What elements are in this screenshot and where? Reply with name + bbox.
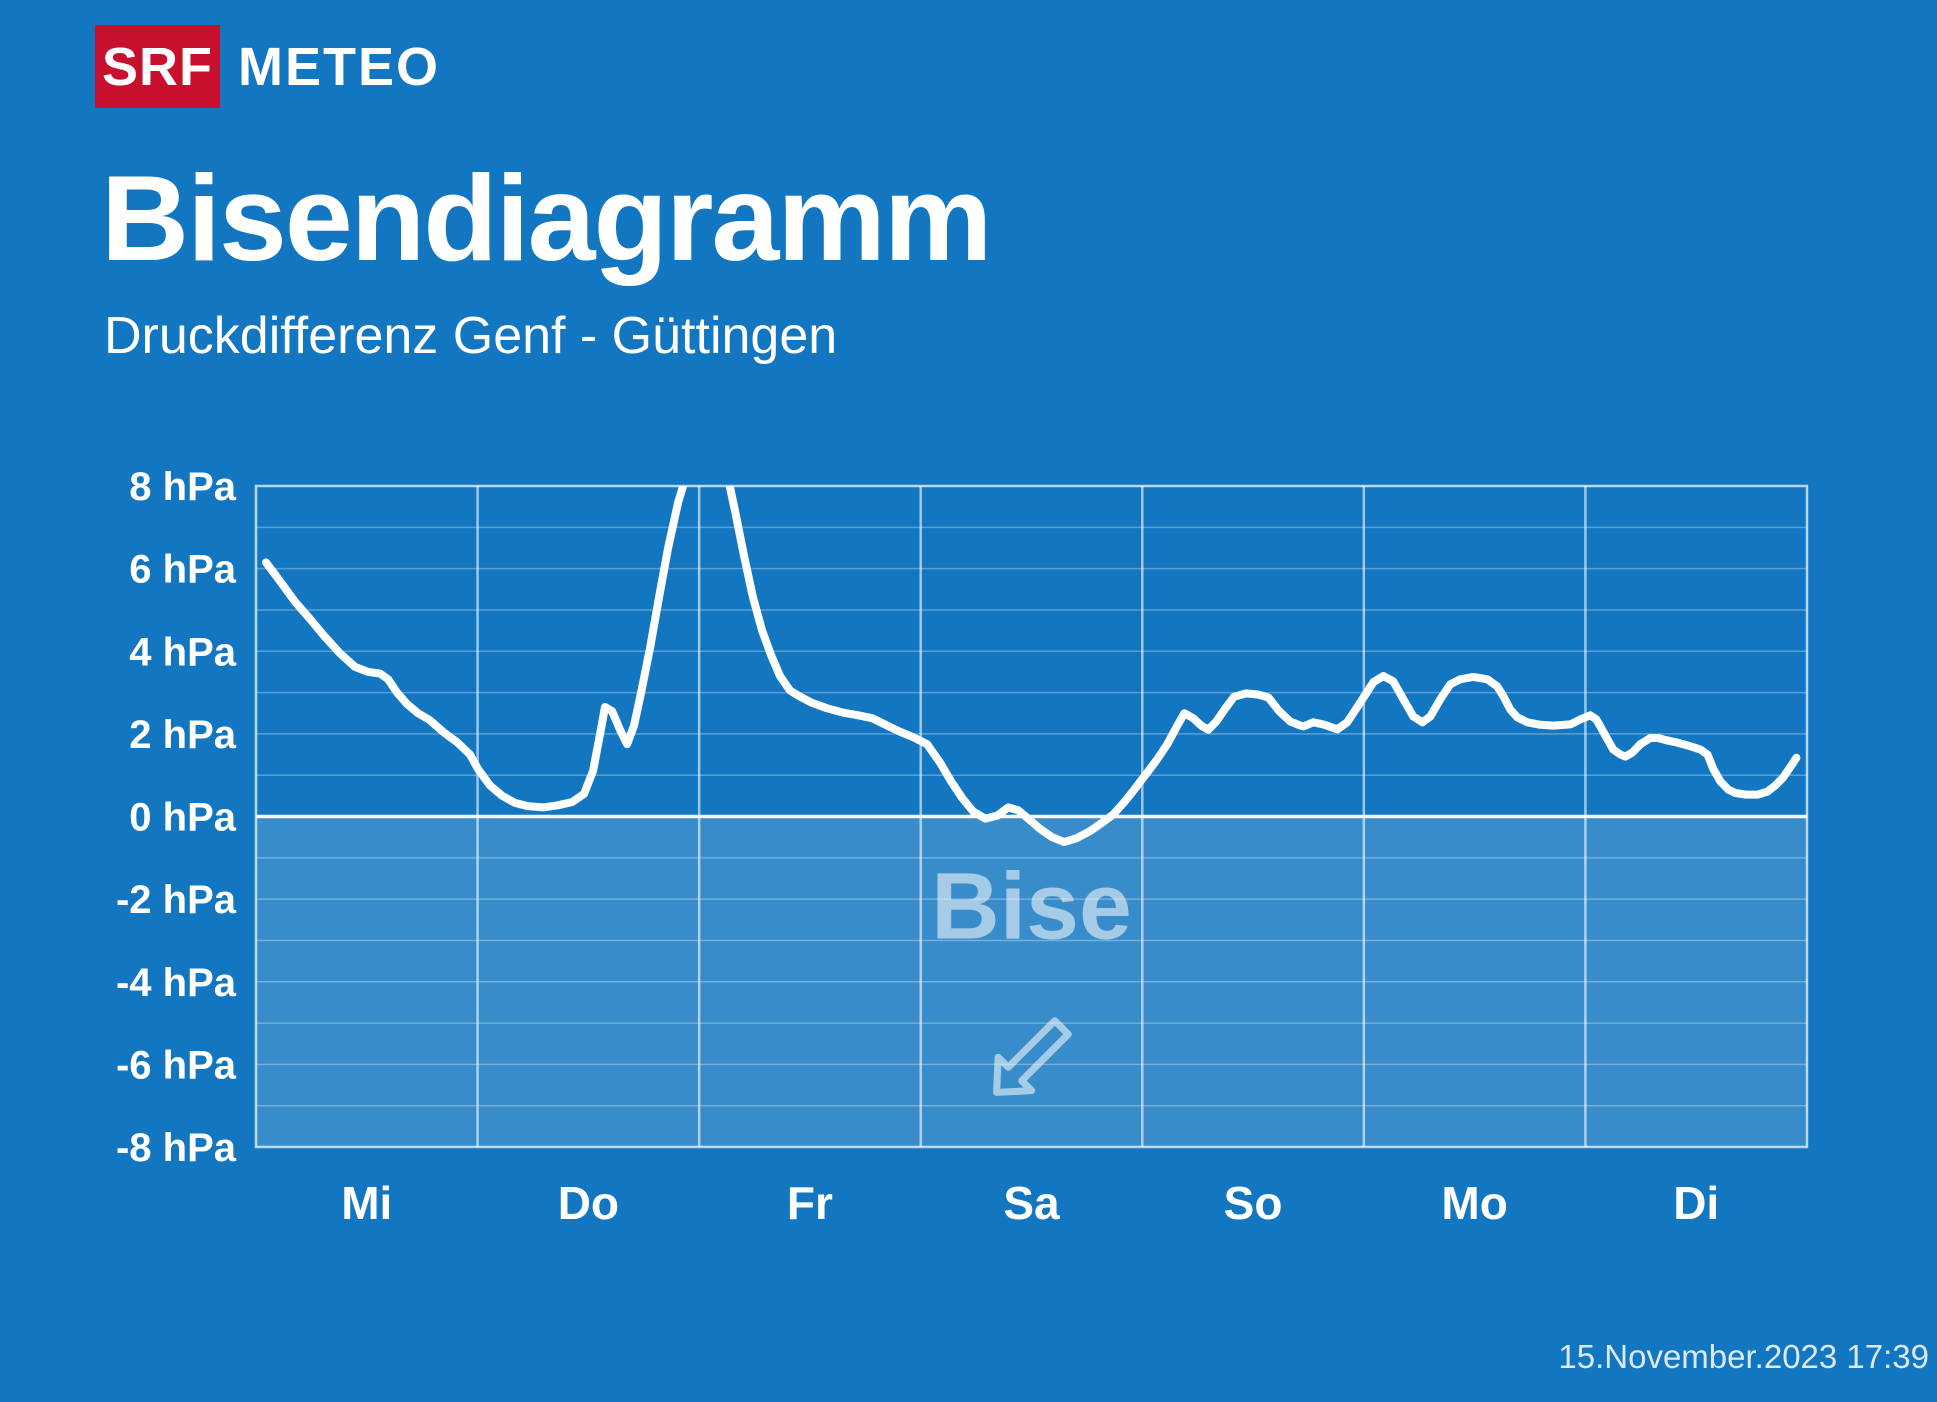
plot-border xyxy=(254,484,1809,1149)
x-day-label: Di xyxy=(1673,1177,1719,1229)
y-tick-label: 6 hPa xyxy=(129,548,236,592)
y-tick-label: 8 hPa xyxy=(129,465,236,509)
page-subtitle: Druckdifferenz Genf - Güttingen xyxy=(104,307,838,365)
y-tick-label: -4 hPa xyxy=(116,961,237,1005)
x-day-label: Do xyxy=(558,1177,619,1229)
page-title: Bisendiagramm xyxy=(101,150,992,286)
srf-logo: SRF xyxy=(95,25,220,108)
y-tick-label: 4 hPa xyxy=(129,630,236,674)
y-tick-label: 2 hPa xyxy=(129,713,236,757)
y-tick-label: -6 hPa xyxy=(116,1043,237,1087)
srf-logo-text: SRF xyxy=(102,36,213,97)
southwest-wind-arrow-icon xyxy=(992,1017,1072,1096)
y-tick-label: 0 hPa xyxy=(129,796,236,840)
x-day-label: Sa xyxy=(1003,1177,1060,1229)
pressure-line xyxy=(262,486,1801,847)
bise-annotation-label: Bise xyxy=(931,853,1132,960)
x-day-label: Mi xyxy=(341,1177,392,1229)
timestamp: 15.November.2023 17:39 xyxy=(1558,1338,1929,1375)
meteo-logo-text: METEO xyxy=(238,36,441,97)
y-tick-label: -8 hPa xyxy=(116,1126,237,1170)
x-day-label: So xyxy=(1224,1177,1283,1229)
y-tick-label: -2 hPa xyxy=(116,878,237,922)
x-day-label: Mo xyxy=(1441,1177,1507,1229)
x-day-label: Fr xyxy=(787,1177,833,1229)
